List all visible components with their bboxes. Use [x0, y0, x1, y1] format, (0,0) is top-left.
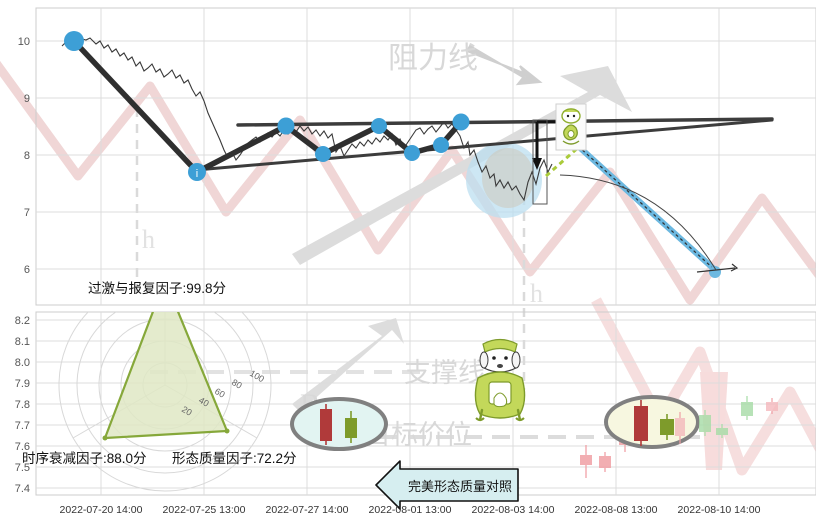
matched-candle-bear [634, 400, 648, 446]
resistance-watermark-label: 阻力线 [388, 42, 478, 75]
callout-arrow-label: 完美形态质量对照 [408, 479, 512, 494]
upper-horizontal-gridlines [36, 40, 816, 270]
entry-bracket-arrow [532, 158, 542, 170]
price-series-line [61, 37, 553, 202]
upper-ytick-2: 8 [24, 150, 30, 162]
radar-left-label: 时序衰减因子:88.0分 [22, 450, 147, 466]
radar-rtick-1: 40 [197, 395, 211, 409]
upper-price-panel: 10 9 8 7 6 阻力线 h h [18, 7, 816, 308]
lower-ytick-7: 7.5 [15, 462, 30, 474]
dog-sticker-large-icon [474, 338, 526, 422]
lower-ytick-2: 8.0 [15, 357, 30, 369]
radar-top-label: 过激与报复因子:99.8分 [88, 280, 226, 296]
pivot-marker-3[interactable] [315, 146, 331, 162]
dog-sticker-small-icon [561, 108, 581, 145]
pivot-marker-1-glyph: i [196, 168, 198, 180]
support-watermark-label: 支撑线 [404, 358, 485, 388]
blue-projection-core [577, 145, 716, 271]
upper-ytick-4: 6 [24, 264, 30, 276]
projection-endpoint-marker[interactable] [709, 266, 721, 278]
h-watermark-right: h [530, 279, 543, 308]
callout-arrow[interactable]: 完美形态质量对照 [375, 460, 519, 510]
upper-ytick-1: 9 [24, 93, 30, 105]
faded-candle-7 [741, 396, 753, 420]
grey-arrow-down-right-watermark [465, 44, 543, 86]
sticker-upper [555, 103, 587, 151]
lower-ytick-4: 7.8 [15, 399, 30, 411]
radar-labels: 过激与报复因子:99.8分 时序衰减因子:88.0分 形态质量因子:72.2分 [22, 280, 297, 466]
xtick-4: 2022-08-03 14:00 [472, 504, 555, 516]
reference-candle-bull [345, 411, 357, 443]
radar-vertices [102, 428, 230, 441]
lower-ytick-3: 7.9 [15, 378, 30, 390]
pink-zigzag-watermark [0, 60, 816, 305]
reference-pattern-ellipse [290, 397, 388, 451]
lower-candle-panel: 8.2 8.1 8.0 7.9 7.8 7.7 7.6 7.5 7.4 支撑线 … [15, 311, 816, 510]
grey-arrow-up-right-watermark [292, 66, 632, 265]
lower-ytick-8: 7.4 [15, 483, 30, 495]
highlight-circle-shadow [482, 148, 534, 208]
faded-candle-6 [716, 424, 728, 438]
faded-candle-4 [675, 412, 685, 444]
upper-y-axis-ticks: 10 9 8 7 6 [18, 36, 30, 276]
lower-ytick-6: 7.6 [15, 441, 30, 453]
xtick-3: 2022-08-01 13:00 [369, 504, 452, 516]
upper-resistance-trendline [236, 117, 774, 127]
lower-ytick-1: 8.1 [15, 336, 30, 348]
xtick-5: 2022-08-08 13:00 [575, 504, 658, 516]
projection-arc [559, 174, 717, 271]
x-axis-ticks: 2022-07-20 14:00 2022-07-25 13:00 2022-0… [60, 504, 761, 516]
radar-right-label: 形态质量因子:72.2分 [172, 451, 297, 466]
reference-candle-bear [320, 404, 332, 445]
candlestick-series [290, 395, 778, 478]
radar-rtick-3: 80 [230, 377, 244, 391]
xtick-2: 2022-07-27 14:00 [266, 504, 349, 516]
radar-area [103, 312, 229, 440]
xtick-0: 2022-07-20 14:00 [60, 504, 143, 516]
h-watermark-left: h [142, 225, 155, 254]
pivot-markers: i [64, 31, 470, 181]
lower-y-axis-ticks: 8.2 8.1 8.0 7.9 7.8 7.7 7.6 7.5 7.4 [15, 315, 30, 495]
pivot-marker-4[interactable] [371, 118, 387, 134]
xtick-6: 2022-08-10 14:00 [678, 504, 761, 516]
green-dashed-pointer [545, 144, 581, 178]
faded-candle-1 [580, 445, 592, 478]
lower-support-trendline [194, 118, 774, 172]
lower-ytick-0: 8.2 [15, 315, 30, 327]
xtick-1: 2022-07-25 13:00 [163, 504, 246, 516]
upper-ytick-0: 10 [18, 36, 30, 48]
faded-candle-8 [766, 398, 778, 414]
pivot-marker-5[interactable] [404, 145, 420, 161]
faded-candle-2 [599, 452, 611, 472]
radar-rtick-2: 60 [213, 386, 227, 400]
upper-ytick-3: 7 [24, 207, 30, 219]
matched-candle-bull [660, 414, 674, 440]
faded-candle-5 [699, 410, 711, 436]
pivot-marker-6[interactable] [433, 137, 449, 153]
pivot-marker-0[interactable] [64, 31, 84, 51]
pivot-marker-2[interactable] [277, 117, 295, 135]
entry-bracket-box [532, 119, 548, 205]
pivot-marker-1[interactable] [188, 163, 206, 181]
quality-radar-chart: 20 40 60 80 100 [58, 312, 272, 492]
pivot-marker-7[interactable] [452, 113, 470, 131]
lower-ytick-5: 7.7 [15, 420, 30, 432]
radar-rtick-0: 20 [180, 404, 194, 418]
